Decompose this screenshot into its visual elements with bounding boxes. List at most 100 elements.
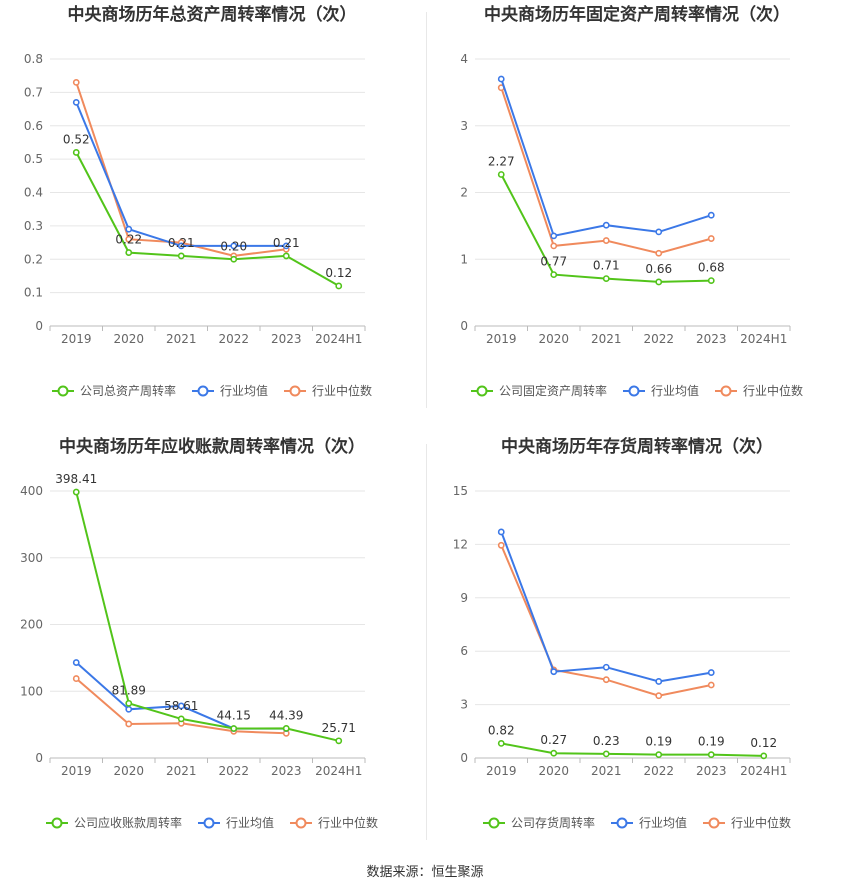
data-point: [707, 751, 715, 759]
data-point: [655, 678, 663, 685]
legend-item: 行业均值: [198, 815, 274, 830]
data-point: [602, 237, 610, 244]
y-tick-label: 6: [460, 644, 468, 658]
data-point: [125, 720, 133, 728]
legend-marker: [51, 817, 63, 829]
data-point: [602, 221, 610, 229]
chart-svg: 中央商场历年存货周转率情况（次） 0 3 6 9 12 15 2019 2020 2021 2022…: [453, 436, 791, 830]
data-point: [125, 699, 133, 707]
x-tick-label: 2023: [696, 332, 727, 346]
legend-label: 公司存货周转率: [511, 815, 595, 830]
data-point: [335, 282, 343, 290]
data-point: [707, 681, 715, 689]
legend-marker: [720, 385, 732, 397]
y-tick-label: 15: [453, 484, 468, 498]
legend-label: 行业均值: [220, 383, 268, 398]
y-tick-label: 1: [460, 252, 468, 266]
data-label: 0.52: [63, 132, 90, 146]
legend-item: 公司固定资产周转率: [471, 383, 607, 398]
chart-svg: 中央商场历年应收账款周转率情况（次） 0 100 200 300 400 2019 2020 2…: [20, 436, 378, 830]
data-label: 0.68: [698, 261, 725, 275]
data-point: [230, 255, 238, 263]
series-line: [75, 82, 287, 257]
legend-label: 公司总资产周转率: [80, 383, 176, 398]
legend-label: 行业中位数: [731, 815, 791, 830]
data-point: [497, 171, 505, 178]
data-point: [125, 235, 133, 243]
x-tick-label: 2022: [218, 332, 249, 346]
data-point: [707, 669, 715, 676]
data-label: 0.20: [220, 239, 247, 253]
data-label: 0.66: [645, 262, 672, 276]
data-point: [655, 278, 663, 286]
y-tick-label: 4: [460, 52, 468, 66]
data-label: 0.27: [540, 733, 567, 747]
series-line: [501, 742, 764, 757]
data-label: 0.21: [168, 236, 195, 250]
y-tick-label: 3: [460, 119, 468, 133]
data-point: [335, 737, 343, 745]
legend-marker: [488, 817, 500, 829]
chart-total-asset-turnover: 中央商场历年总资产周转率情况（次） 0 0.1 0.2 0.3 0.4 0.5 0.6 0.7 0…: [0, 0, 425, 430]
x-tick-label: 2024H1: [740, 764, 787, 778]
y-tick-label: 0: [460, 751, 468, 765]
data-point: [602, 750, 610, 758]
chart-title: 中央商场历年总资产周转率情况（次）: [68, 4, 357, 25]
data-point: [655, 228, 663, 236]
y-tick-label: 3: [460, 698, 468, 712]
data-label: 25.71: [322, 721, 356, 735]
chart-title: 中央商场历年固定资产周转率情况（次）: [484, 4, 790, 25]
data-label: 0.19: [645, 735, 672, 749]
data-label: 0.21: [273, 236, 300, 250]
chart-svg: 中央商场历年固定资产周转率情况（次） 0 1 2 3 4 2019 2020 2021 2022 2…: [460, 4, 803, 398]
chart-receivable-turnover: 中央商场历年应收账款周转率情况（次） 0 100 200 300 400 2019 2020 2…: [0, 432, 425, 862]
data-point: [125, 705, 133, 713]
chart-fixed-asset-turnover: 中央商场历年固定资产周转率情况（次） 0 1 2 3 4 2019 2020 2021 2022 2…: [425, 0, 850, 430]
y-tick-label: 0.5: [24, 152, 43, 166]
series-line: [500, 78, 712, 238]
y-tick-label: 0.4: [24, 186, 43, 200]
panel-divider: [426, 12, 427, 408]
data-point: [497, 740, 505, 747]
x-tick-label: 2024H1: [315, 332, 362, 346]
data-point: [550, 749, 558, 757]
data-point: [125, 249, 133, 256]
panel-divider: [426, 444, 427, 840]
data-point: [707, 235, 715, 242]
x-tick-label: 2020: [113, 764, 144, 778]
data-point: [707, 211, 715, 219]
legend-marker: [295, 817, 307, 829]
legend-item: 行业中位数: [703, 815, 791, 830]
legend-item: 公司存货周转率: [483, 815, 595, 830]
legend-item: 公司应收账款周转率: [46, 815, 182, 830]
x-tick-label: 2021: [591, 332, 622, 346]
legend-item: 行业均值: [623, 383, 699, 398]
x-tick-label: 2022: [643, 764, 674, 778]
data-point: [282, 724, 290, 732]
legend-label: 行业中位数: [318, 815, 378, 830]
y-tick-label: 12: [453, 537, 468, 551]
data-point: [282, 242, 290, 250]
source-note: 数据来源：恒生聚源: [366, 865, 484, 880]
y-tick-label: 300: [20, 551, 43, 565]
x-tick-label: 2022: [218, 764, 249, 778]
series-line: [75, 151, 340, 287]
x-tick-label: 2020: [113, 332, 144, 346]
x-tick-label: 2023: [696, 764, 727, 778]
legend-label: 行业均值: [651, 383, 699, 398]
data-point: [497, 75, 505, 83]
x-tick-label: 2019: [486, 764, 517, 778]
x-tick-label: 2019: [61, 332, 92, 346]
data-point: [550, 271, 558, 279]
data-point: [550, 242, 558, 250]
y-tick-label: 9: [460, 591, 468, 605]
data-label: 0.22: [115, 233, 142, 247]
data-point: [550, 232, 558, 240]
x-tick-label: 2020: [538, 332, 569, 346]
data-point: [177, 715, 185, 723]
y-tick-label: 0.6: [24, 119, 43, 133]
data-point: [230, 725, 238, 732]
y-tick-label: 400: [20, 484, 43, 498]
data-label: 0.77: [540, 255, 567, 269]
data-label: 0.12: [750, 736, 777, 750]
